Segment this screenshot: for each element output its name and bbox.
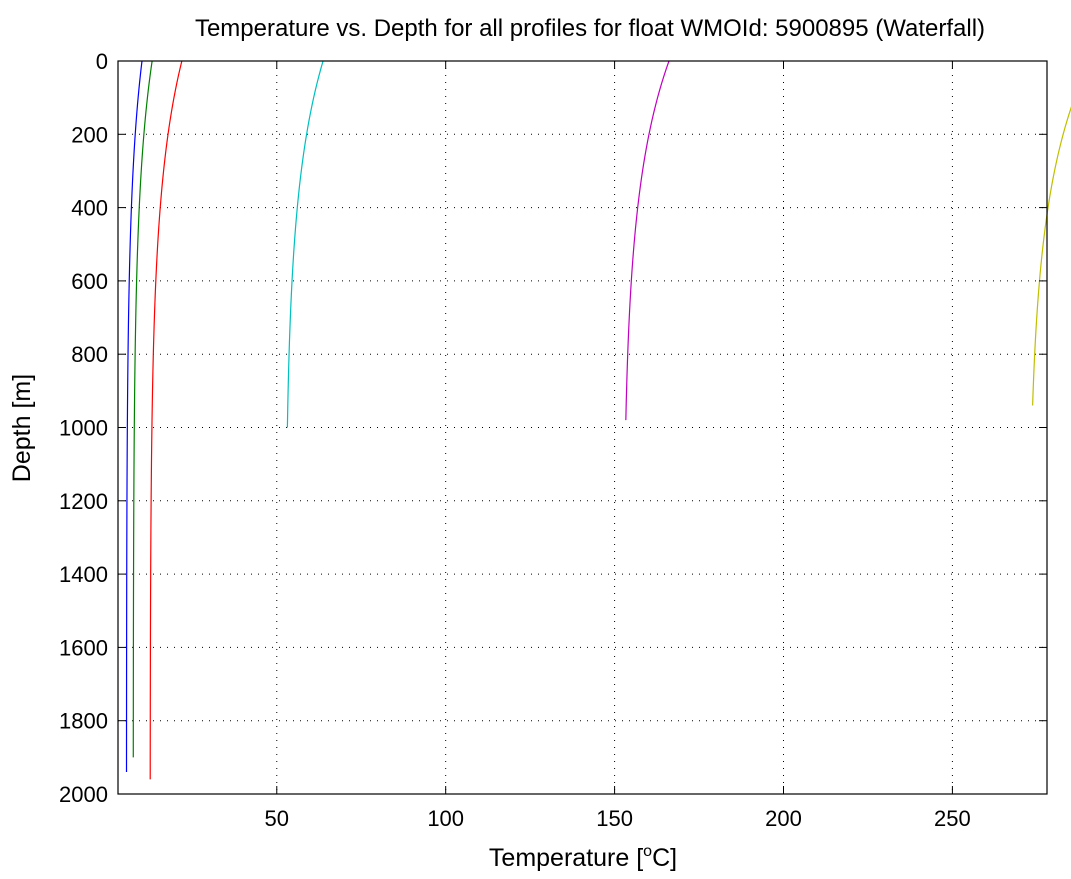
y-tick-label: 1800	[59, 709, 108, 734]
x-axis-label-tail: C]	[652, 844, 677, 872]
y-tick-label: 2000	[59, 782, 108, 807]
x-tick-labels: 50 100 150 200 250	[265, 806, 971, 831]
y-axis-label: Depth [m]	[8, 374, 36, 482]
plot-frame	[117, 60, 1048, 795]
axis-ticks	[118, 60, 1047, 795]
profile-line	[149, 60, 183, 780]
y-tick-label: 1000	[59, 416, 108, 441]
profile-line	[625, 60, 670, 421]
chart-title: Temperature vs. Depth for all profiles f…	[195, 15, 985, 42]
x-axis-label-main: Temperature [	[489, 844, 643, 872]
x-axis-label: Temperature [oC]	[489, 843, 677, 872]
x-tick-label: 250	[934, 806, 971, 831]
grid-lines	[118, 61, 1047, 794]
profile-line	[1032, 106, 1071, 406]
y-tick-labels: 0 200 400 600 800 1000 1200 1400 1600 1800 2000	[59, 49, 108, 807]
x-tick-label: 100	[427, 806, 464, 831]
y-tick-label: 600	[71, 269, 108, 294]
profile-line	[286, 60, 324, 428]
profile-line	[125, 60, 143, 773]
x-tick-label: 50	[265, 806, 289, 831]
y-tick-label: 400	[71, 196, 108, 221]
y-tick-label: 1200	[59, 489, 108, 514]
profile-line	[132, 60, 153, 758]
y-tick-label: 0	[96, 49, 108, 74]
y-tick-label: 800	[71, 342, 108, 367]
x-tick-label: 150	[596, 806, 633, 831]
y-tick-label: 200	[71, 122, 108, 147]
x-tick-label: 200	[765, 806, 802, 831]
y-tick-label: 1600	[59, 635, 108, 660]
x-axis-label-superscript: o	[643, 843, 652, 860]
y-tick-label: 1400	[59, 562, 108, 587]
profile-lines	[125, 60, 1071, 780]
